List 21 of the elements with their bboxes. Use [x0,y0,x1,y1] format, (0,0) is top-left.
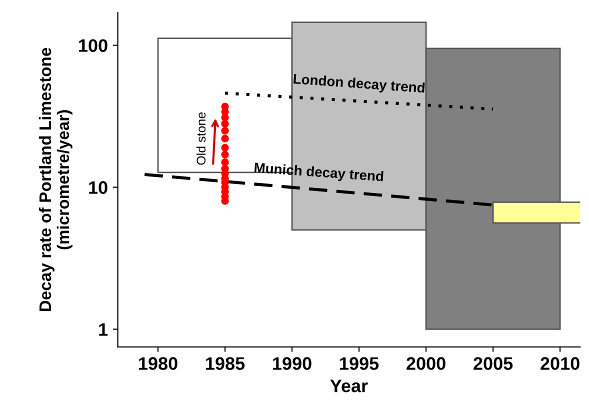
point [221,158,229,166]
x-tick-label: 1995 [340,357,379,370]
series-label: Munich decay trend [254,162,384,184]
annotation: Old stone [196,112,206,165]
point [221,144,229,152]
x-tick-label: 1980 [139,357,178,370]
x-tick-label: 2000 [406,357,446,370]
y-axis-title: Decay rate of Portland Limestone (micrometre/year) [38,48,72,312]
x-tick-label: 1985 [206,357,245,370]
series-label: London decay trend [293,73,425,96]
point [221,134,229,142]
x-tick-label: 1990 [273,357,312,370]
y-tick-label: 10 [89,181,108,194]
y-tick-label: 100 [79,39,108,52]
x-axis-title: Year [330,380,368,392]
x-tick-label: 2005 [474,357,513,370]
point [221,150,229,158]
point [221,126,229,135]
x-tick-label: 2010 [540,357,580,370]
y-tick-label: 1 [99,323,108,336]
point [221,120,229,128]
